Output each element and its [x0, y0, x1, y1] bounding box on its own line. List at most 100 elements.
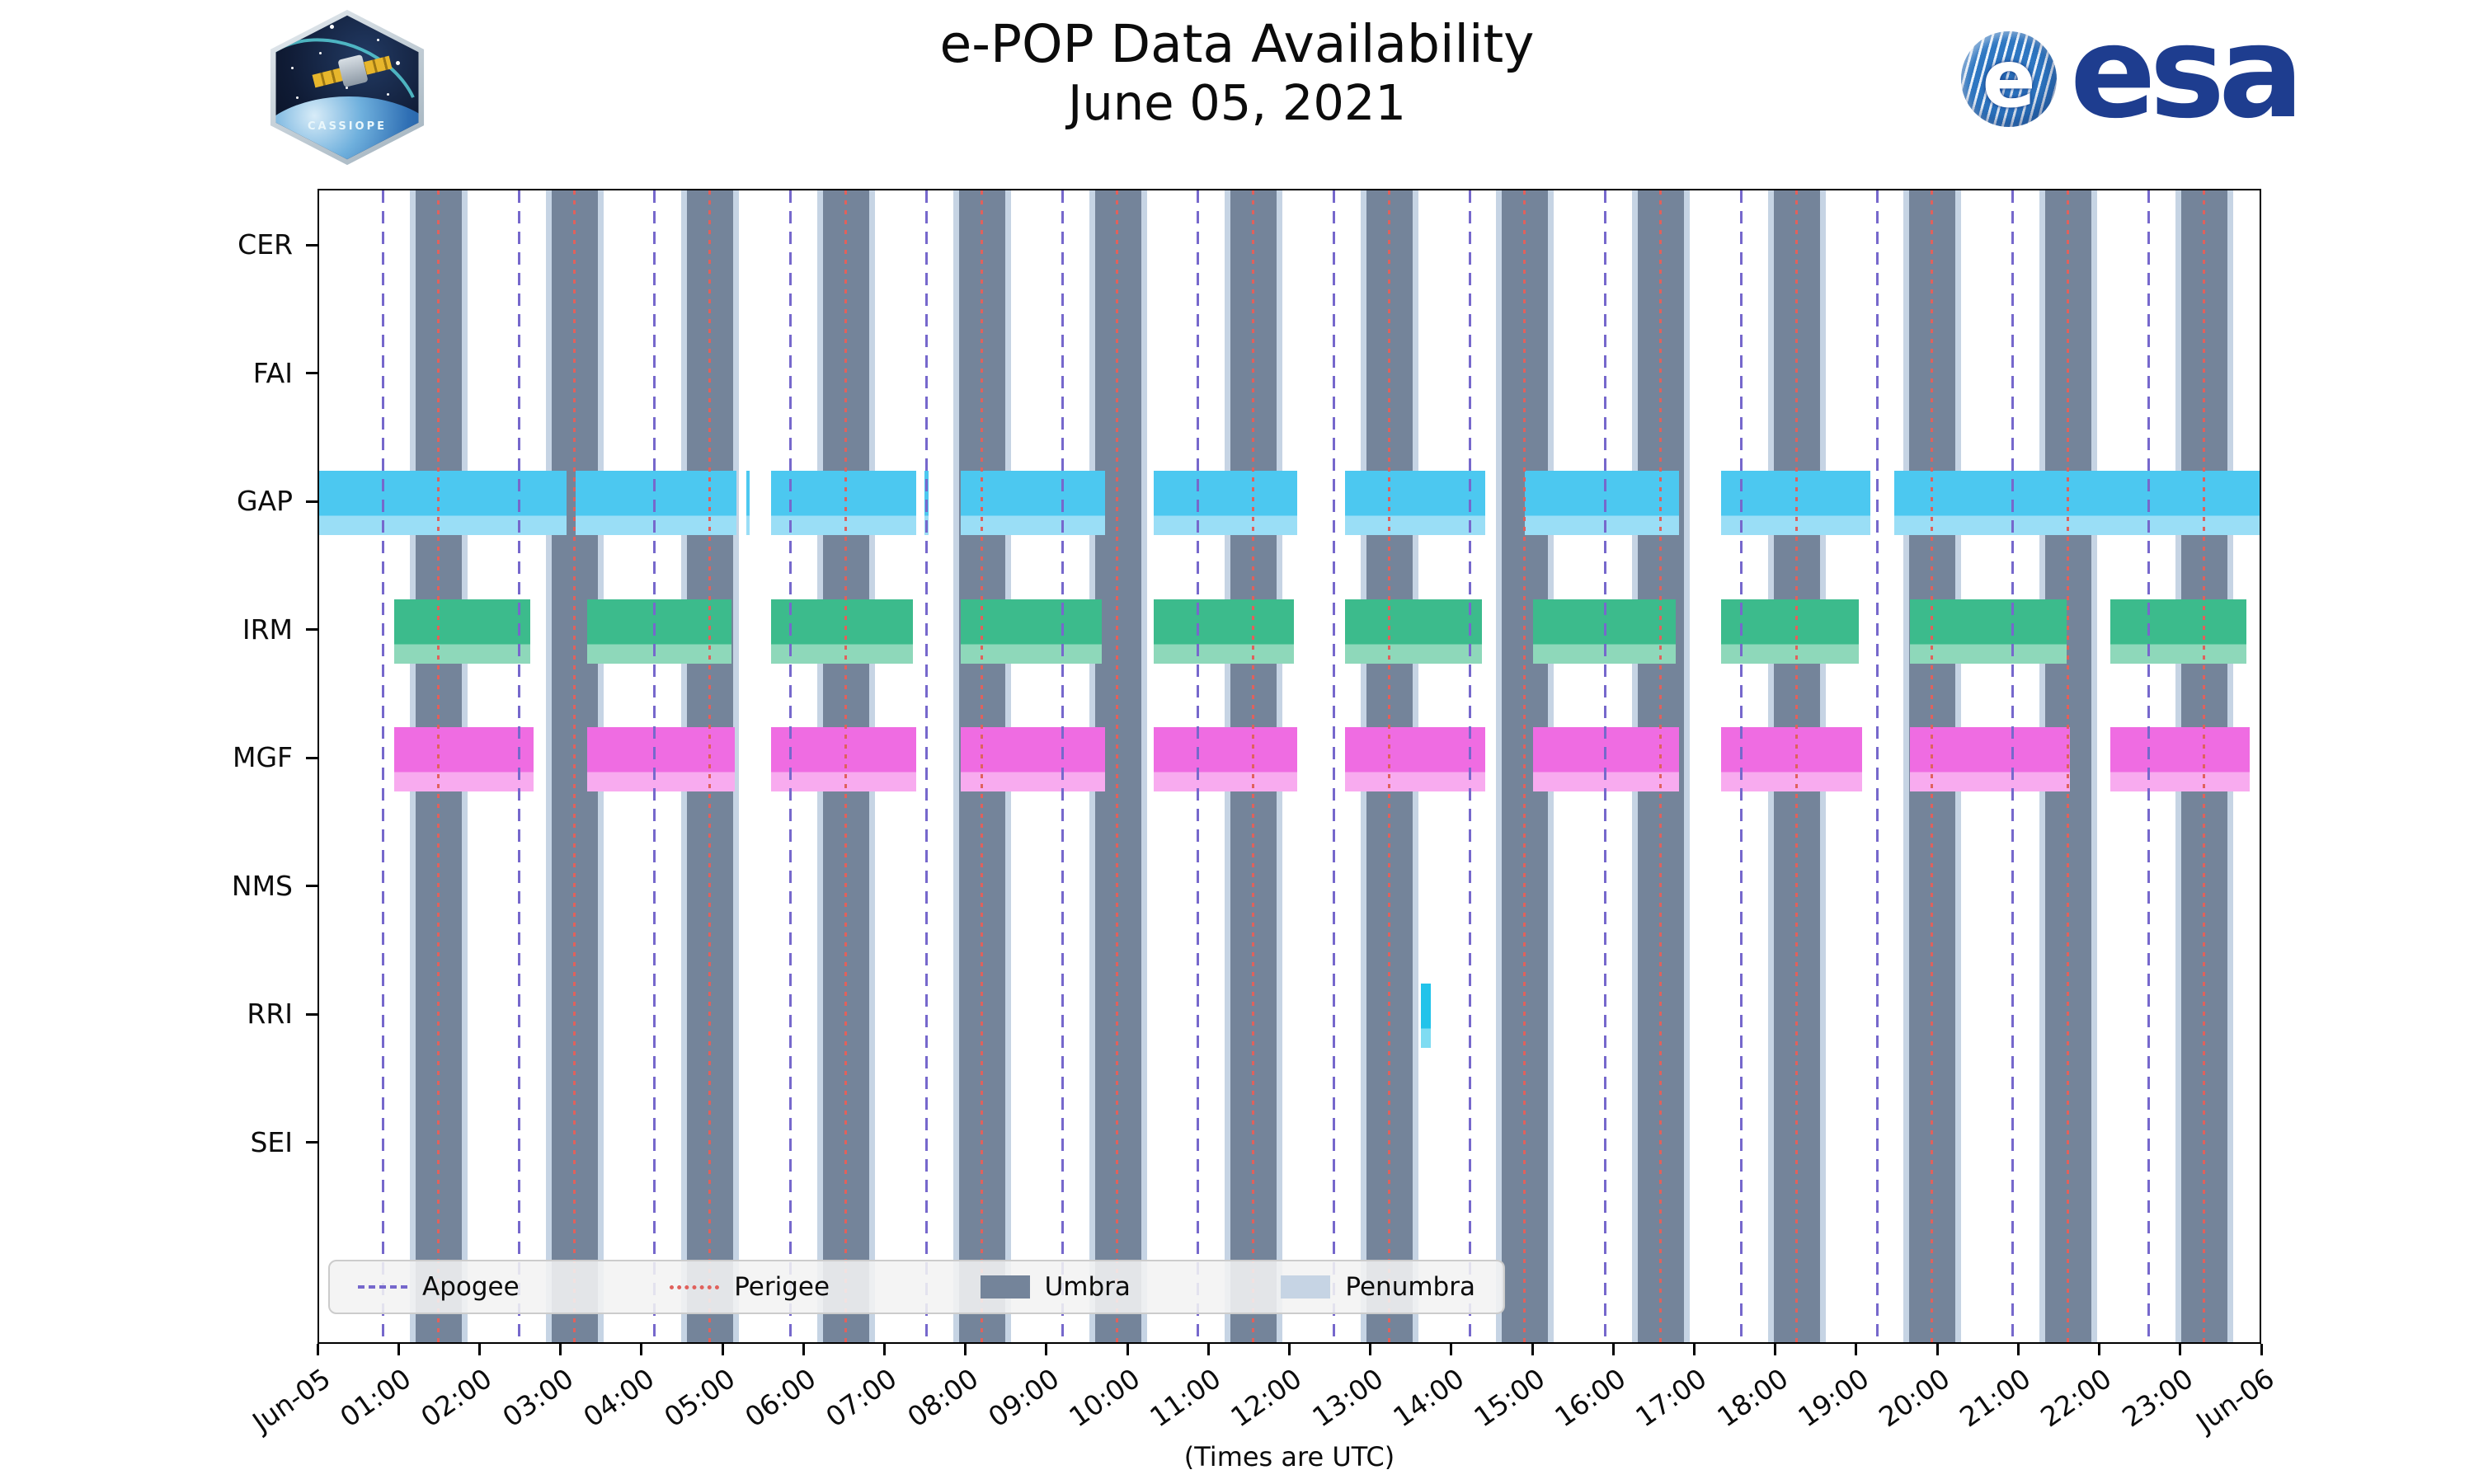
umbra-swatch	[980, 1275, 1030, 1298]
availability-bar-irm	[1720, 599, 1859, 664]
perigee-marker-line	[1794, 190, 1799, 1342]
availability-bar-mgf	[1345, 727, 1486, 791]
x-tick	[1531, 1344, 1534, 1355]
y-tick	[306, 885, 317, 887]
y-tick	[306, 1012, 317, 1016]
apogee-marker-line	[1468, 190, 1472, 1342]
y-tick	[306, 628, 317, 631]
x-tick	[2016, 1344, 2020, 1355]
apogee-marker-line	[1196, 190, 1200, 1342]
availability-bar-irm	[1909, 599, 2067, 664]
penumbra-swatch	[1281, 1275, 1331, 1298]
x-axis-label: (Times are UTC)	[1183, 1441, 1395, 1472]
x-tick	[882, 1344, 886, 1355]
availability-bar-mgf	[587, 727, 735, 791]
x-tick	[1855, 1344, 1858, 1355]
availability-bar-irm	[771, 599, 913, 664]
x-tick	[2098, 1344, 2101, 1355]
perigee-marker-line	[2202, 190, 2206, 1342]
y-tick-label-rri: RRI	[247, 998, 293, 1030]
y-tick	[306, 243, 317, 247]
x-tick	[1288, 1344, 1291, 1355]
x-tick-label: Jun-06	[1981, 1362, 2280, 1438]
y-tick-label-mgf: MGF	[232, 741, 293, 773]
apogee-marker-line	[1061, 190, 1065, 1342]
penumbra-band	[952, 190, 959, 1342]
x-tick	[316, 1344, 319, 1355]
esa-globe-icon: e	[1961, 31, 2057, 127]
perigee-dotted-line-swatch	[670, 1284, 720, 1289]
y-tick	[306, 372, 317, 374]
penumbra-band	[1495, 190, 1502, 1342]
availability-bar-gap	[771, 471, 916, 535]
availability-bar-gap	[319, 471, 567, 535]
availability-bar-irm	[1345, 599, 1483, 664]
y-tick-label-fai: FAI	[252, 356, 293, 389]
availability-bar-gap	[960, 471, 1105, 535]
perigee-marker-line	[1115, 190, 1119, 1342]
availability-bar-mgf	[2110, 727, 2251, 791]
esa-wordmark: esa	[2070, 0, 2304, 147]
legend-label-penumbra: Penumbra	[1345, 1272, 1475, 1302]
x-tick	[1450, 1344, 1453, 1355]
title-block: e-POP Data Availability June 05, 2021	[0, 14, 2474, 133]
availability-bar-mgf	[1153, 727, 1298, 791]
x-tick	[1126, 1344, 1129, 1355]
x-tick	[1774, 1344, 1777, 1355]
legend-item-perigee: Perigee	[670, 1272, 830, 1302]
x-tick	[2179, 1344, 2182, 1355]
availability-bar-gap	[1153, 471, 1298, 535]
perigee-marker-line	[2066, 190, 2070, 1342]
y-tick-label-nms: NMS	[231, 869, 293, 902]
y-tick	[306, 756, 317, 759]
legend-item-penumbra: Penumbra	[1281, 1272, 1475, 1302]
penumbra-band	[545, 190, 552, 1342]
apogee-marker-line	[924, 190, 929, 1342]
apogee-dashed-line-swatch	[358, 1285, 407, 1289]
x-tick	[1045, 1344, 1048, 1355]
y-tick	[306, 1141, 317, 1144]
esa-e-glyph: e	[1982, 33, 2036, 125]
legend-label-perigee: Perigee	[734, 1272, 830, 1302]
availability-bar-gap	[1345, 471, 1486, 535]
x-tick-label-text: Jun-06	[2189, 1362, 2280, 1439]
apogee-marker-line	[2147, 190, 2151, 1342]
x-tick	[802, 1344, 805, 1355]
availability-bar-mgf	[1720, 727, 1862, 791]
apogee-marker-line	[2011, 190, 2015, 1342]
x-tick	[964, 1344, 967, 1355]
perigee-marker-line	[436, 190, 440, 1342]
y-tick-label-sei: SEI	[250, 1125, 293, 1158]
apogee-marker-line	[1603, 190, 1607, 1342]
x-tick	[1369, 1344, 1372, 1355]
legend-item-umbra: Umbra	[980, 1272, 1131, 1302]
apogee-marker-line	[1875, 190, 1879, 1342]
perigee-marker-line	[708, 190, 712, 1342]
availability-bar-irm	[394, 599, 531, 664]
x-tick	[397, 1344, 400, 1355]
apogee-marker-line	[652, 190, 656, 1342]
chart-title: e-POP Data Availability	[939, 14, 1535, 74]
chart-date: June 05, 2021	[1068, 74, 1406, 132]
penumbra-band	[1141, 190, 1147, 1342]
penumbra-band	[732, 190, 739, 1342]
availability-bar-gap	[1894, 471, 2260, 535]
availability-bar-mgf	[1909, 727, 2071, 791]
availability-bar-irm	[2110, 599, 2247, 664]
availability-bar-gap	[1525, 471, 1679, 535]
penumbra-band	[2091, 190, 2097, 1342]
x-tick	[1935, 1344, 1939, 1355]
availability-bar-irm	[1153, 599, 1295, 664]
perigee-marker-line	[844, 190, 848, 1342]
apogee-marker-line	[1739, 190, 1743, 1342]
x-tick	[2260, 1344, 2263, 1355]
perigee-marker-line	[1251, 190, 1255, 1342]
legend: Apogee Perigee Umbra Penumbra	[328, 1260, 1505, 1314]
availability-bar-irm	[960, 599, 1102, 664]
legend-label-umbra: Umbra	[1044, 1272, 1131, 1302]
penumbra-band	[1903, 190, 1909, 1342]
perigee-marker-line	[572, 190, 576, 1342]
x-tick	[1693, 1344, 1696, 1355]
perigee-marker-line	[980, 190, 984, 1342]
perigee-marker-line	[1522, 190, 1526, 1342]
